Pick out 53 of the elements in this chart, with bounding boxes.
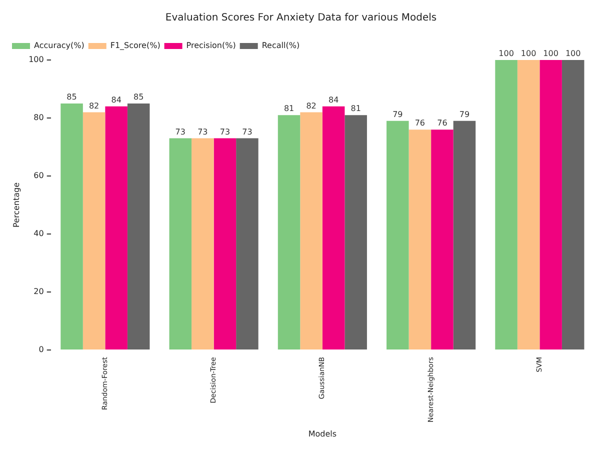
data-label: 82 [88,101,100,110]
bar [127,104,150,350]
data-label: 76 [437,118,448,128]
bar [322,106,345,350]
bar [300,112,322,350]
bar [60,104,83,350]
bar [431,130,454,350]
data-label: 73 [175,127,186,136]
bar [562,60,584,350]
data-label: 73 [242,127,252,136]
data-label: 100 [520,49,536,58]
bar [386,120,409,350]
bar [236,138,258,350]
y-tick-label: 20 [34,287,44,296]
y-tick-label: 80 [34,113,44,122]
data-label: 100 [543,49,558,58]
bar [408,130,432,350]
data-label: 79 [459,110,470,119]
y-tick-label: 60 [34,171,44,180]
data-label: 73 [220,127,230,136]
y-tick-label: 100 [28,55,44,64]
y-tick-label: 40 [34,229,44,238]
bar [105,106,128,350]
bar [192,138,214,350]
chart-title: Evaluation Scores For Anxiety Data for various Models [165,12,437,24]
data-label: 84 [111,95,122,104]
legend-label: F1_Score(%) [110,41,160,50]
bar [278,115,300,350]
data-label: 85 [133,92,144,102]
bar [540,60,562,350]
bar [517,60,540,350]
data-label: 100 [565,49,581,58]
bar [453,120,476,350]
data-label: 82 [306,101,316,110]
data-label: 73 [198,127,208,136]
legend-label: Recall(%) [262,41,300,50]
data-label: 85 [66,92,77,102]
x-axis-title: Models [308,429,337,438]
data-label: 81 [350,104,361,114]
y-axis-title: Percentage [12,182,21,228]
data-label: 76 [414,118,426,128]
data-label: 84 [328,95,339,104]
data-label: 100 [498,49,514,58]
data-label: 81 [284,104,294,114]
bar [495,60,518,350]
bar [82,112,106,350]
data-label: 79 [392,110,403,119]
bar [169,138,192,350]
bar [344,115,367,350]
legend-label: Precision(%) [186,41,236,50]
bar [214,138,236,350]
y-tick-label: 0 [38,345,44,354]
legend-label: Accuracy(%) [34,41,84,50]
